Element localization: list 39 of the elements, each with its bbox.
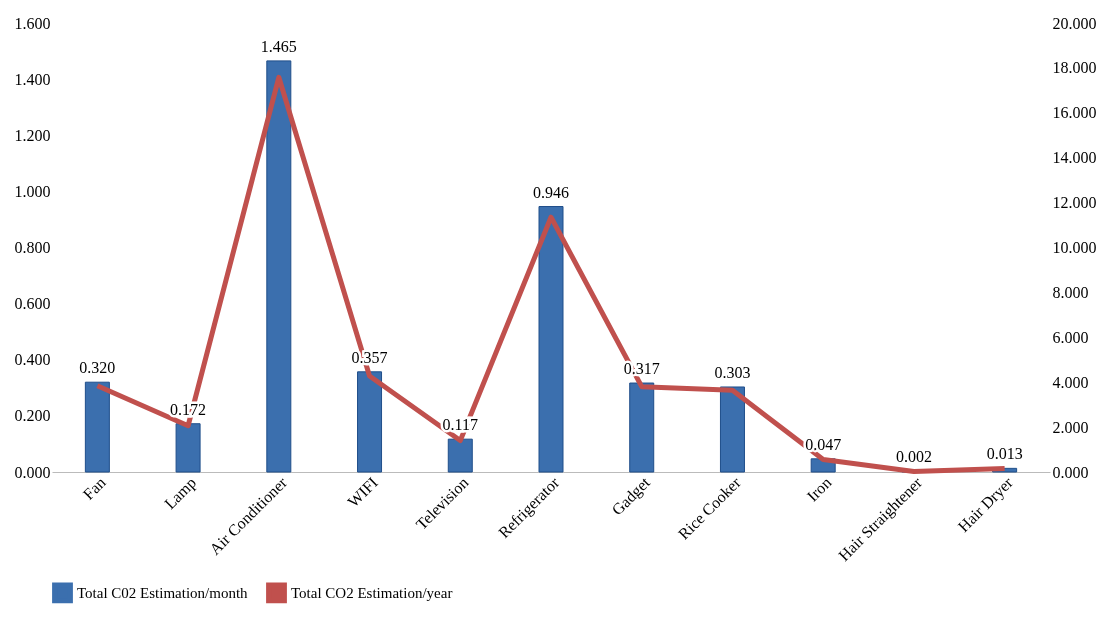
y-tick-label: 0.200 [14, 407, 51, 425]
bar [266, 60, 292, 473]
y2-tick-label: 6.000 [1052, 328, 1089, 346]
bar [719, 386, 745, 473]
y2-tick-label: 18.000 [1052, 59, 1097, 77]
y2-tick-label: 14.000 [1052, 149, 1097, 167]
data-label: 0.013 [986, 445, 1023, 463]
data-label: 0.320 [79, 359, 116, 377]
bar [538, 206, 564, 473]
y-tick-label: 0.800 [14, 239, 51, 256]
x-tick-label: Iron [803, 473, 835, 505]
y2-tick-label: 20.000 [1052, 14, 1097, 32]
data-label: 0.303 [714, 363, 751, 381]
y-tick-label: 0.400 [14, 351, 51, 369]
data-label: 0.047 [805, 435, 842, 453]
y-tick-label: 1.200 [14, 126, 51, 144]
legend-label: Total C02 Estimation/month [77, 584, 249, 601]
y-tick-label: 1.400 [14, 70, 51, 88]
legend-label: Total CO2 Estimation/year [291, 584, 453, 601]
bar [175, 423, 201, 473]
y2-tick-label: 2.000 [1052, 418, 1089, 436]
y-tick-label: 1.600 [14, 14, 51, 32]
y2-tick-label: 12.000 [1052, 194, 1097, 212]
y-tick-label: 0.600 [14, 295, 51, 313]
x-tick-label: Fan [79, 473, 109, 503]
bar [84, 381, 110, 473]
y2-tick-label: 16.000 [1052, 104, 1097, 122]
data-label: 0.002 [895, 448, 932, 466]
bar [357, 371, 383, 473]
y2-tick-label: 10.000 [1052, 239, 1097, 256]
y-tick-label: 1.000 [14, 182, 51, 200]
bar [447, 438, 473, 473]
bar [629, 382, 655, 473]
y2-tick-label: 4.000 [1052, 373, 1089, 391]
y2-tick-label: 0.000 [1052, 463, 1089, 481]
y-tick-label: 0.000 [14, 463, 51, 481]
data-label: 1.465 [260, 37, 297, 55]
y2-tick-label: 8.000 [1052, 283, 1089, 301]
data-label: 0.946 [533, 183, 569, 201]
